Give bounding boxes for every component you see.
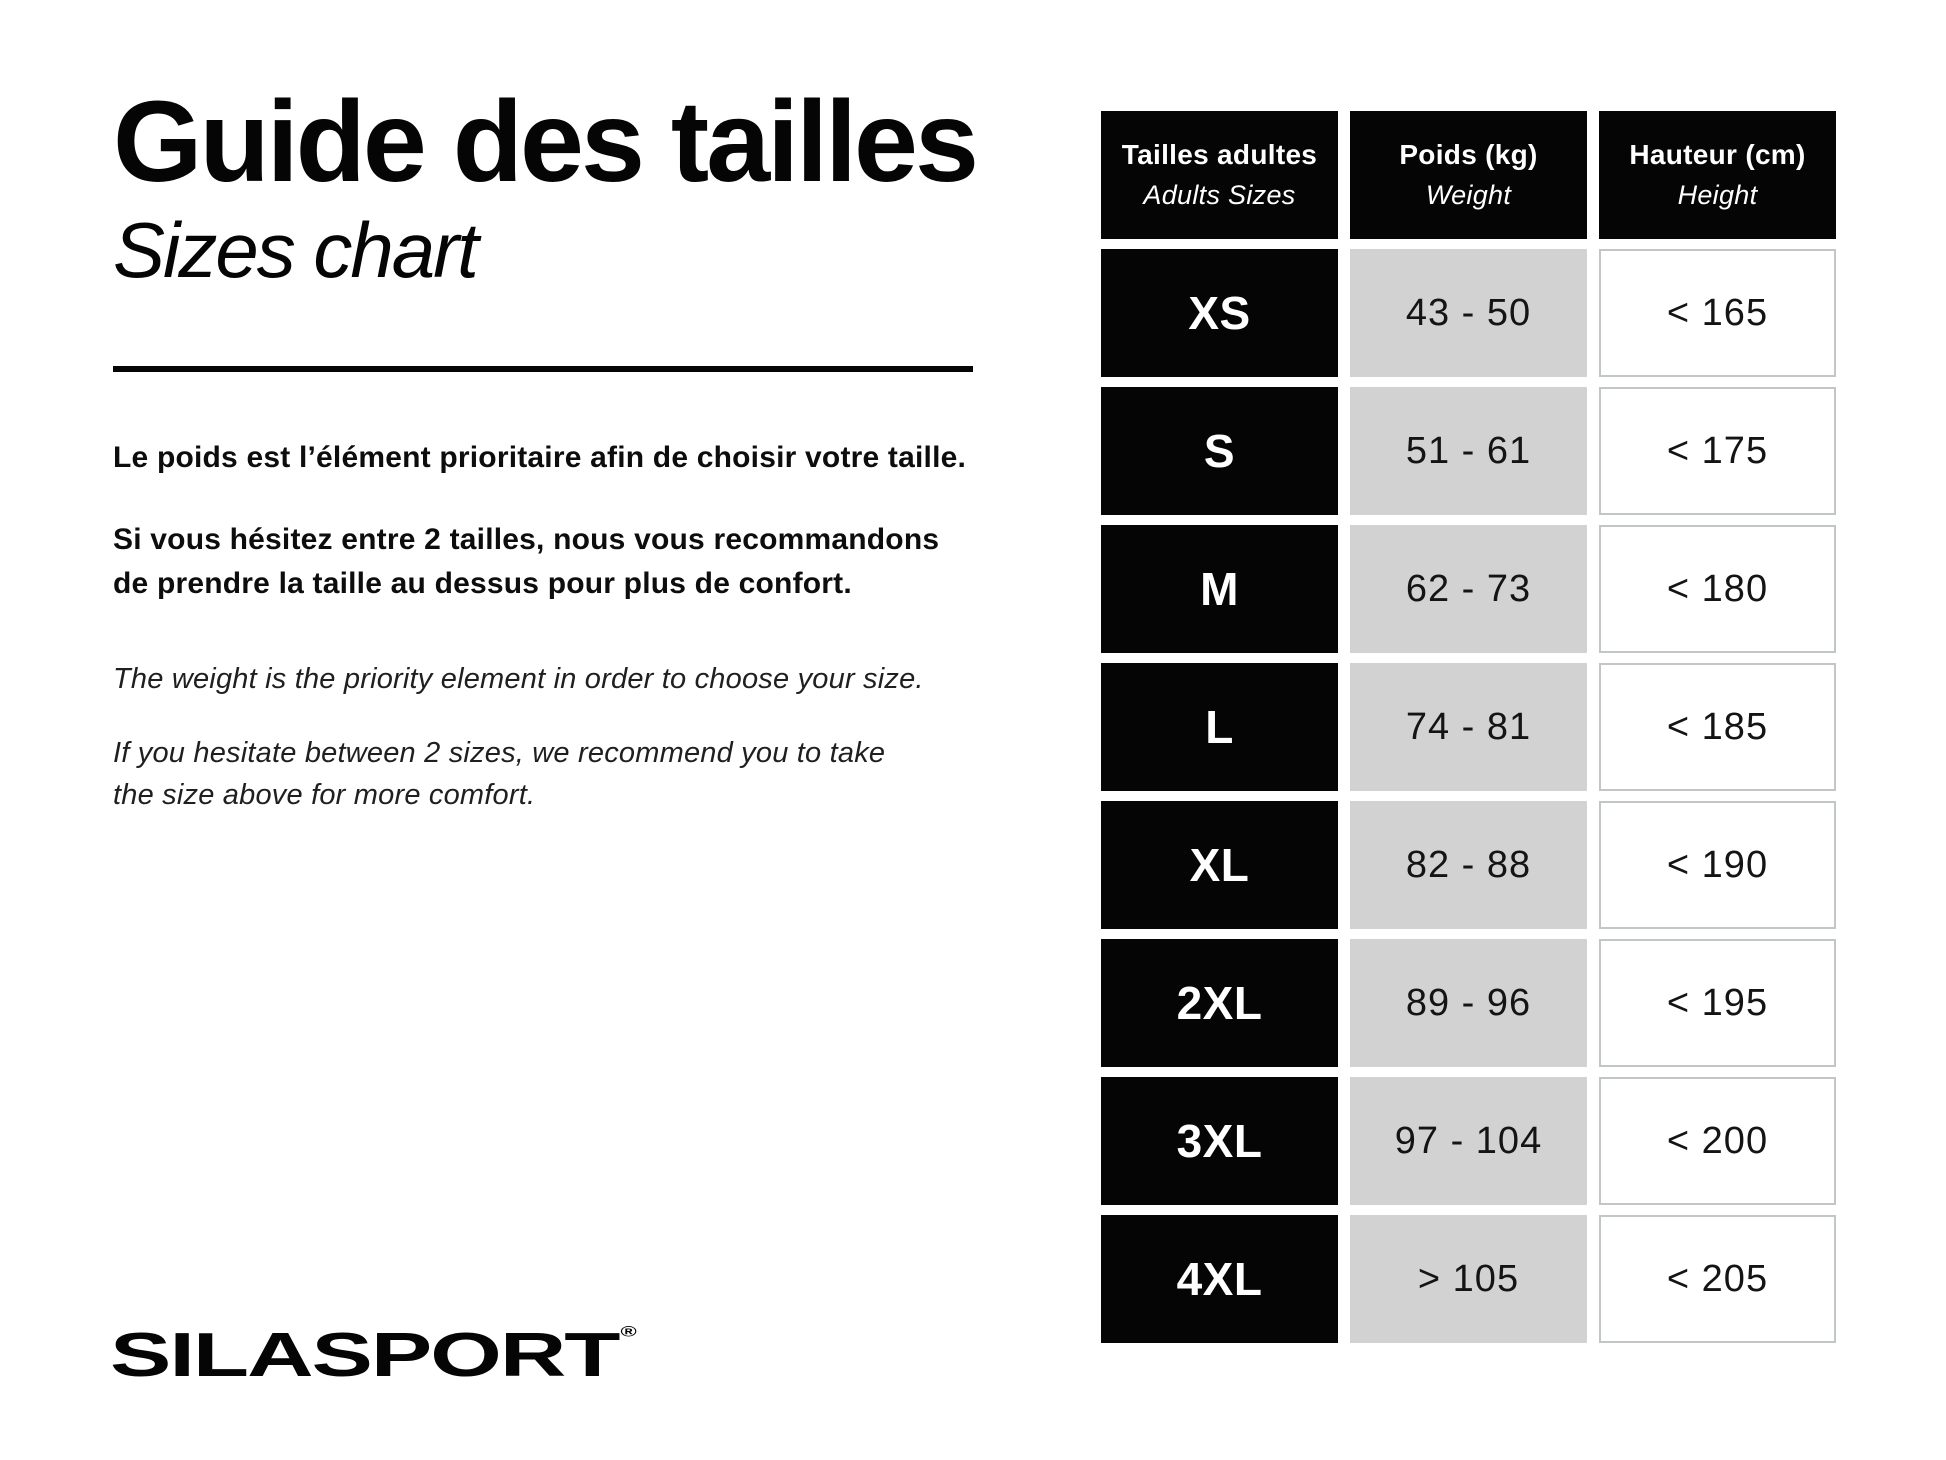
weight-cell-xs: 43 - 50 (1350, 249, 1587, 377)
height-cell-3xl: < 200 (1599, 1077, 1836, 1205)
size-cell-m: M (1101, 525, 1338, 653)
intro-en-priority: The weight is the priority element in or… (113, 663, 924, 695)
column-header-height: Hauteur (cm) Height (1599, 111, 1836, 239)
weight-cell-4xl: > 105 (1350, 1215, 1587, 1343)
height-cell-xs: < 165 (1599, 249, 1836, 377)
size-cell-l: L (1101, 663, 1338, 791)
brand-logo-text: SILASPORT (110, 1320, 620, 1390)
intro-en-hesitate-line1: If you hesitate between 2 sizes, we reco… (113, 737, 886, 769)
intro-en-hesitate: If you hesitate between 2 sizes, we reco… (113, 732, 1073, 816)
size-cell-xs: XS (1101, 249, 1338, 377)
column-header-weight-fr: Poids (kg) (1399, 139, 1538, 170)
intro-fr-hesitate-line1: Si vous hésitez entre 2 tailles, nous vo… (113, 523, 940, 556)
intro-column: Guide des tailles Sizes chart Le poids e… (113, 85, 1073, 816)
size-cell-s: S (1101, 387, 1338, 515)
column-header-adult-sizes-en: Adults Sizes (1143, 180, 1296, 210)
weight-cell-m: 62 - 73 (1350, 525, 1587, 653)
column-header-adult-sizes-fr: Tailles adultes (1121, 139, 1318, 170)
intro-en-hesitate-line2: the size above for more comfort. (113, 779, 536, 811)
height-cell-xl: < 190 (1599, 801, 1836, 929)
weight-cell-s: 51 - 61 (1350, 387, 1587, 515)
brand-logo: SILASPORT® (110, 1300, 637, 1386)
title-divider (113, 366, 973, 372)
height-cell-2xl: < 195 (1599, 939, 1836, 1067)
size-cell-2xl: 2XL (1101, 939, 1338, 1067)
height-cell-4xl: < 205 (1599, 1215, 1836, 1343)
registered-trademark-icon: ® (620, 1322, 637, 1340)
sizes-table: Tailles adultes Adults Sizes Poids (kg) … (1101, 111, 1836, 1343)
weight-cell-3xl: 97 - 104 (1350, 1077, 1587, 1205)
height-cell-s: < 175 (1599, 387, 1836, 515)
height-cell-m: < 180 (1599, 525, 1836, 653)
size-cell-xl: XL (1101, 801, 1338, 929)
intro-fr-priority: Le poids est l’élément prioritaire afin … (113, 441, 967, 474)
size-cell-3xl: 3XL (1101, 1077, 1338, 1205)
column-header-height-fr: Hauteur (cm) (1629, 139, 1806, 170)
page-title-fr: Guide des tailles (113, 78, 979, 206)
weight-cell-2xl: 89 - 96 (1350, 939, 1587, 1067)
weight-cell-l: 74 - 81 (1350, 663, 1587, 791)
column-header-height-en: Height (1677, 180, 1758, 210)
page-title-en: Sizes chart (113, 206, 479, 294)
weight-cell-xl: 82 - 88 (1350, 801, 1587, 929)
column-header-weight: Poids (kg) Weight (1350, 111, 1587, 239)
height-cell-l: < 185 (1599, 663, 1836, 791)
column-header-adult-sizes: Tailles adultes Adults Sizes (1101, 111, 1338, 239)
column-header-weight-en: Weight (1425, 180, 1512, 210)
intro-fr-hesitate: Si vous hésitez entre 2 tailles, nous vo… (113, 518, 1073, 606)
size-cell-4xl: 4XL (1101, 1215, 1338, 1343)
intro-fr-hesitate-line2: de prendre la taille au dessus pour plus… (113, 567, 852, 600)
